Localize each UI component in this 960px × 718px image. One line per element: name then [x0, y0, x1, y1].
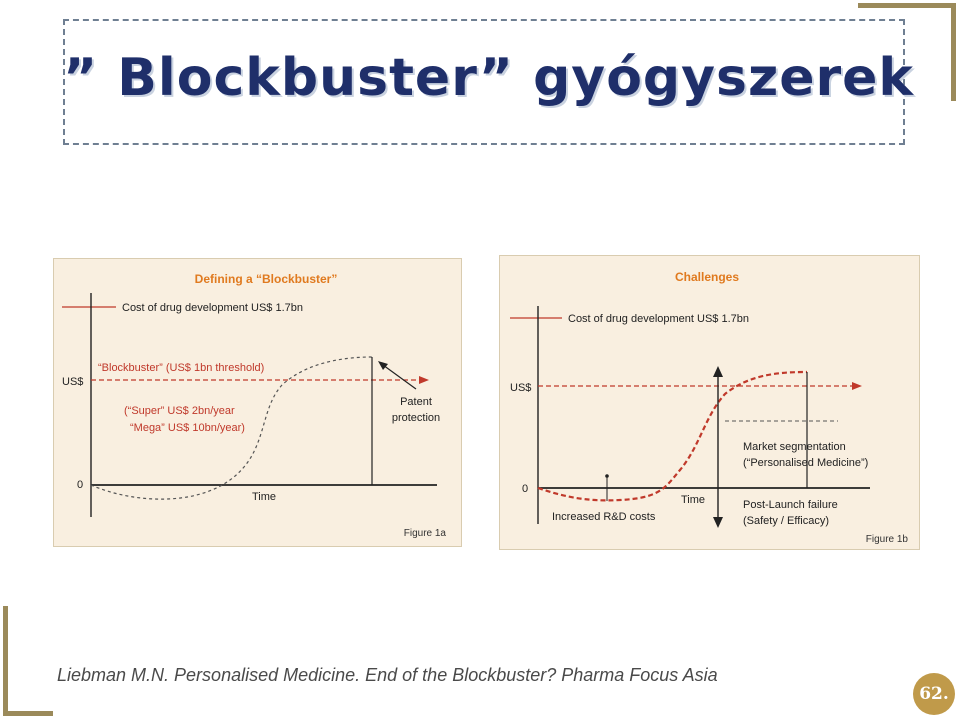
failure-label-1: Post-Launch failure [743, 499, 838, 511]
patent-arrow-shaft [382, 364, 417, 390]
failure-arrowhead-down [713, 517, 723, 528]
corner-decoration-bottom-left [3, 606, 53, 716]
failure-label-2: (Safety / Efficacy) [743, 515, 829, 527]
slide-title: ” Blockbuster” gyógyszerek [63, 48, 915, 108]
failure-arrowhead-up [713, 366, 723, 377]
revenue-curve [537, 370, 808, 502]
patent-label-2: protection [392, 412, 440, 424]
figure-1a-label: Figure 1a [404, 528, 447, 539]
rd-label: Increased R&D costs [552, 511, 656, 523]
zero-label: 0 [522, 483, 528, 495]
figure-1a: Defining a “Blockbuster” Cost of drug de… [53, 258, 462, 547]
figure-1b-label: Figure 1b [866, 534, 909, 545]
patent-arrowhead [378, 361, 388, 370]
citation-text: Liebman M.N. Personalised Medicine. End … [57, 665, 718, 685]
revenue-curve [90, 356, 373, 500]
y-axis-label: US$ [510, 382, 531, 394]
title-frame [63, 19, 905, 145]
figure-1a-diagram: Defining a “Blockbuster” Cost of drug de… [62, 272, 447, 539]
cost-label: Cost of drug development US$ 1.7bn [122, 302, 303, 314]
y-axis-label: US$ [62, 376, 83, 388]
page-number-badge: 62. [913, 673, 955, 715]
rd-marker-dot [605, 474, 609, 478]
threshold-arrowhead [419, 376, 429, 384]
cost-label: Cost of drug development US$ 1.7bn [568, 313, 749, 325]
x-axis-label: Time [681, 494, 705, 506]
figure-1b-diagram: Challenges Cost of drug development US$ … [510, 270, 909, 545]
threshold-arrowhead [852, 382, 862, 390]
segmentation-label-1: Market segmentation [743, 441, 846, 453]
corner-decoration-top-right [858, 3, 956, 101]
x-axis-label: Time [252, 491, 276, 503]
threshold-label: “Blockbuster” (US$ 1bn threshold) [98, 362, 264, 374]
figure-1b: Challenges Cost of drug development US$ … [499, 255, 920, 550]
super-label: (“Super” US$ 2bn/year [124, 405, 235, 417]
mega-label: “Mega” US$ 10bn/year) [130, 422, 245, 434]
figure-1a-title: Defining a “Blockbuster” [195, 272, 338, 286]
patent-label-1: Patent [400, 396, 432, 408]
figure-1b-title: Challenges [675, 270, 739, 284]
segmentation-label-2: (“Personalised Medicine”) [743, 457, 868, 469]
zero-label: 0 [77, 479, 83, 491]
